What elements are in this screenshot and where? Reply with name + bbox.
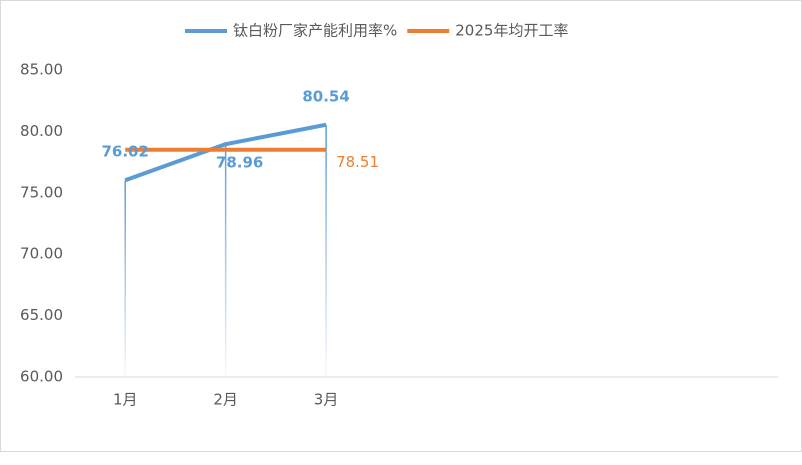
legend-label: 钛白粉厂家产能利用率%: [233, 22, 397, 40]
y-tick-label: 65.00: [20, 306, 63, 324]
chart-border: [0, 0, 802, 452]
drop-line: [224, 144, 227, 377]
drop-line: [325, 124, 327, 377]
x-tick-label: 1月: [113, 391, 138, 409]
y-tick-label: 85.00: [20, 61, 63, 79]
chart: 60.00 65.00 70.00 75.00 80.00 85.00 1月 2月 3月 76.0…: [0, 0, 802, 452]
data-label: 76.02: [101, 143, 148, 161]
legend-label: 2025年均开工率: [455, 22, 568, 40]
y-tick-label: 60.00: [20, 368, 63, 386]
y-tick-label: 80.00: [20, 122, 63, 140]
data-label: 78.96: [216, 154, 263, 172]
x-tick-label: 2月: [213, 391, 238, 409]
data-label: 78.51: [336, 153, 379, 171]
series-line: [124, 122, 327, 183]
drop-line: [124, 180, 126, 377]
x-tick-label: 3月: [314, 391, 339, 409]
data-label: 80.54: [302, 88, 349, 106]
y-tick-label: 75.00: [20, 183, 63, 201]
y-tick-label: 70.00: [20, 245, 63, 263]
